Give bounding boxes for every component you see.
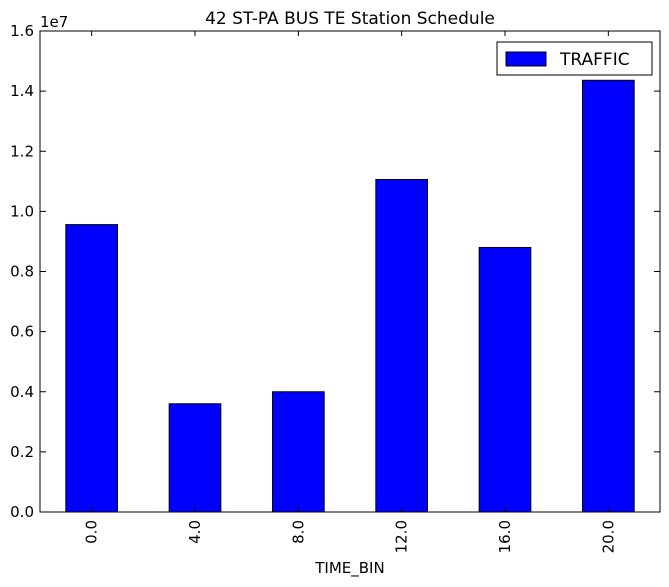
bar-8.0 <box>272 391 325 513</box>
y-tick-label: 1.4 <box>10 82 34 100</box>
x-axis-ticks: 0.0 4.0 8.0 12.0 16.0 20.0 <box>83 31 617 553</box>
x-tick-label: 12.0 <box>393 520 411 553</box>
y-tick-label: 0.0 <box>10 503 34 521</box>
x-tick-label: 4.0 <box>186 520 204 544</box>
y-tick-label: 1.6 <box>10 22 34 40</box>
legend: TRAFFIC <box>496 41 653 76</box>
legend-swatch <box>505 51 547 67</box>
bar-20.0 <box>582 79 635 513</box>
y-tick-label: 0.6 <box>10 323 34 341</box>
y-tick-label: 1.0 <box>10 202 34 220</box>
plot-frame <box>39 30 661 513</box>
bar-4.0 <box>168 403 222 513</box>
chart-title: 42 ST-PA BUS TE Station Schedule <box>205 9 495 29</box>
y-tick-label: 0.2 <box>10 443 34 461</box>
legend-label: TRAFFIC <box>559 50 630 70</box>
bar-0.0 <box>65 224 119 513</box>
bar-16.0 <box>478 246 532 513</box>
y-tick-label: 0.4 <box>10 383 34 401</box>
y-axis-ticks: 0.0 0.2 0.4 0.6 0.8 1.0 1.2 1.4 1.6 <box>10 22 660 521</box>
x-tick-label: 16.0 <box>496 520 514 553</box>
x-axis-label: TIME_BIN <box>314 559 384 578</box>
x-tick-label: 8.0 <box>289 520 307 544</box>
y-offset-label: 1e7 <box>40 13 68 31</box>
y-tick-label: 0.8 <box>10 263 34 281</box>
x-tick-label: 20.0 <box>599 520 617 553</box>
bars-group <box>65 79 635 513</box>
x-tick-label: 0.0 <box>83 520 101 544</box>
y-tick-label: 1.2 <box>10 142 34 160</box>
bar-12.0 <box>375 179 429 513</box>
